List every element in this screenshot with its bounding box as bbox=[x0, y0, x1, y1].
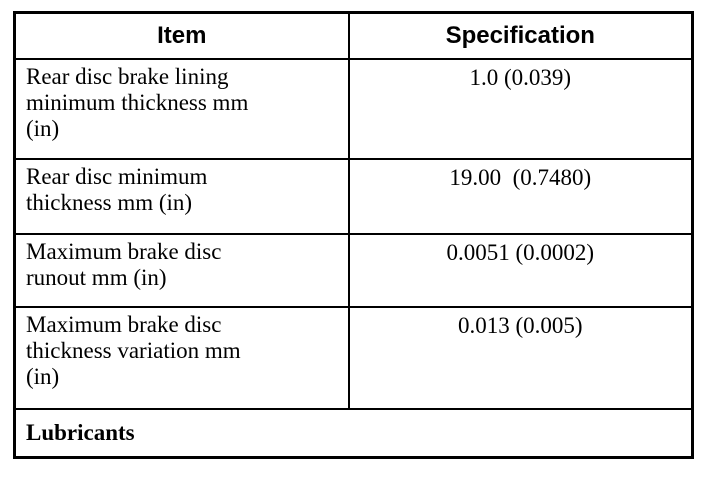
spec-cell-rear-disc-brake-lining: 1.0 (0.039) bbox=[347, 58, 694, 160]
item-cell-max-brake-disc-runout: Maximum brake disc runout mm (in) bbox=[13, 233, 350, 308]
item-cell-max-brake-disc-thickness-variation: Maximum brake disc thickness variation m… bbox=[13, 306, 350, 410]
lubricants-label: Lubricants bbox=[13, 408, 694, 459]
table-row: Maximum brake disc thickness variation m… bbox=[13, 306, 694, 410]
spec-cell-rear-disc-minimum-thickness: 19.00 (0.7480) bbox=[347, 158, 694, 235]
table-row: Rear disc minimum thickness mm (in) 19.0… bbox=[13, 158, 694, 235]
footer-row: Lubricants bbox=[13, 408, 694, 459]
header-row: Item Specification bbox=[13, 11, 694, 60]
header-cell-item: Item bbox=[13, 11, 350, 60]
spec-cell-max-brake-disc-runout: 0.0051 (0.0002) bbox=[347, 233, 694, 308]
table-row: Rear disc brake lining minimum thickness… bbox=[13, 58, 694, 160]
item-cell-rear-disc-brake-lining: Rear disc brake lining minimum thickness… bbox=[13, 58, 350, 160]
spec-cell-max-brake-disc-thickness-variation: 0.013 (0.005) bbox=[347, 306, 694, 410]
header-cell-specification: Specification bbox=[347, 11, 694, 60]
item-cell-rear-disc-minimum-thickness: Rear disc minimum thickness mm (in) bbox=[13, 158, 350, 235]
specification-table: Item Specification Rear disc brake linin… bbox=[13, 11, 694, 459]
table-row: Maximum brake disc runout mm (in) 0.0051… bbox=[13, 233, 694, 308]
